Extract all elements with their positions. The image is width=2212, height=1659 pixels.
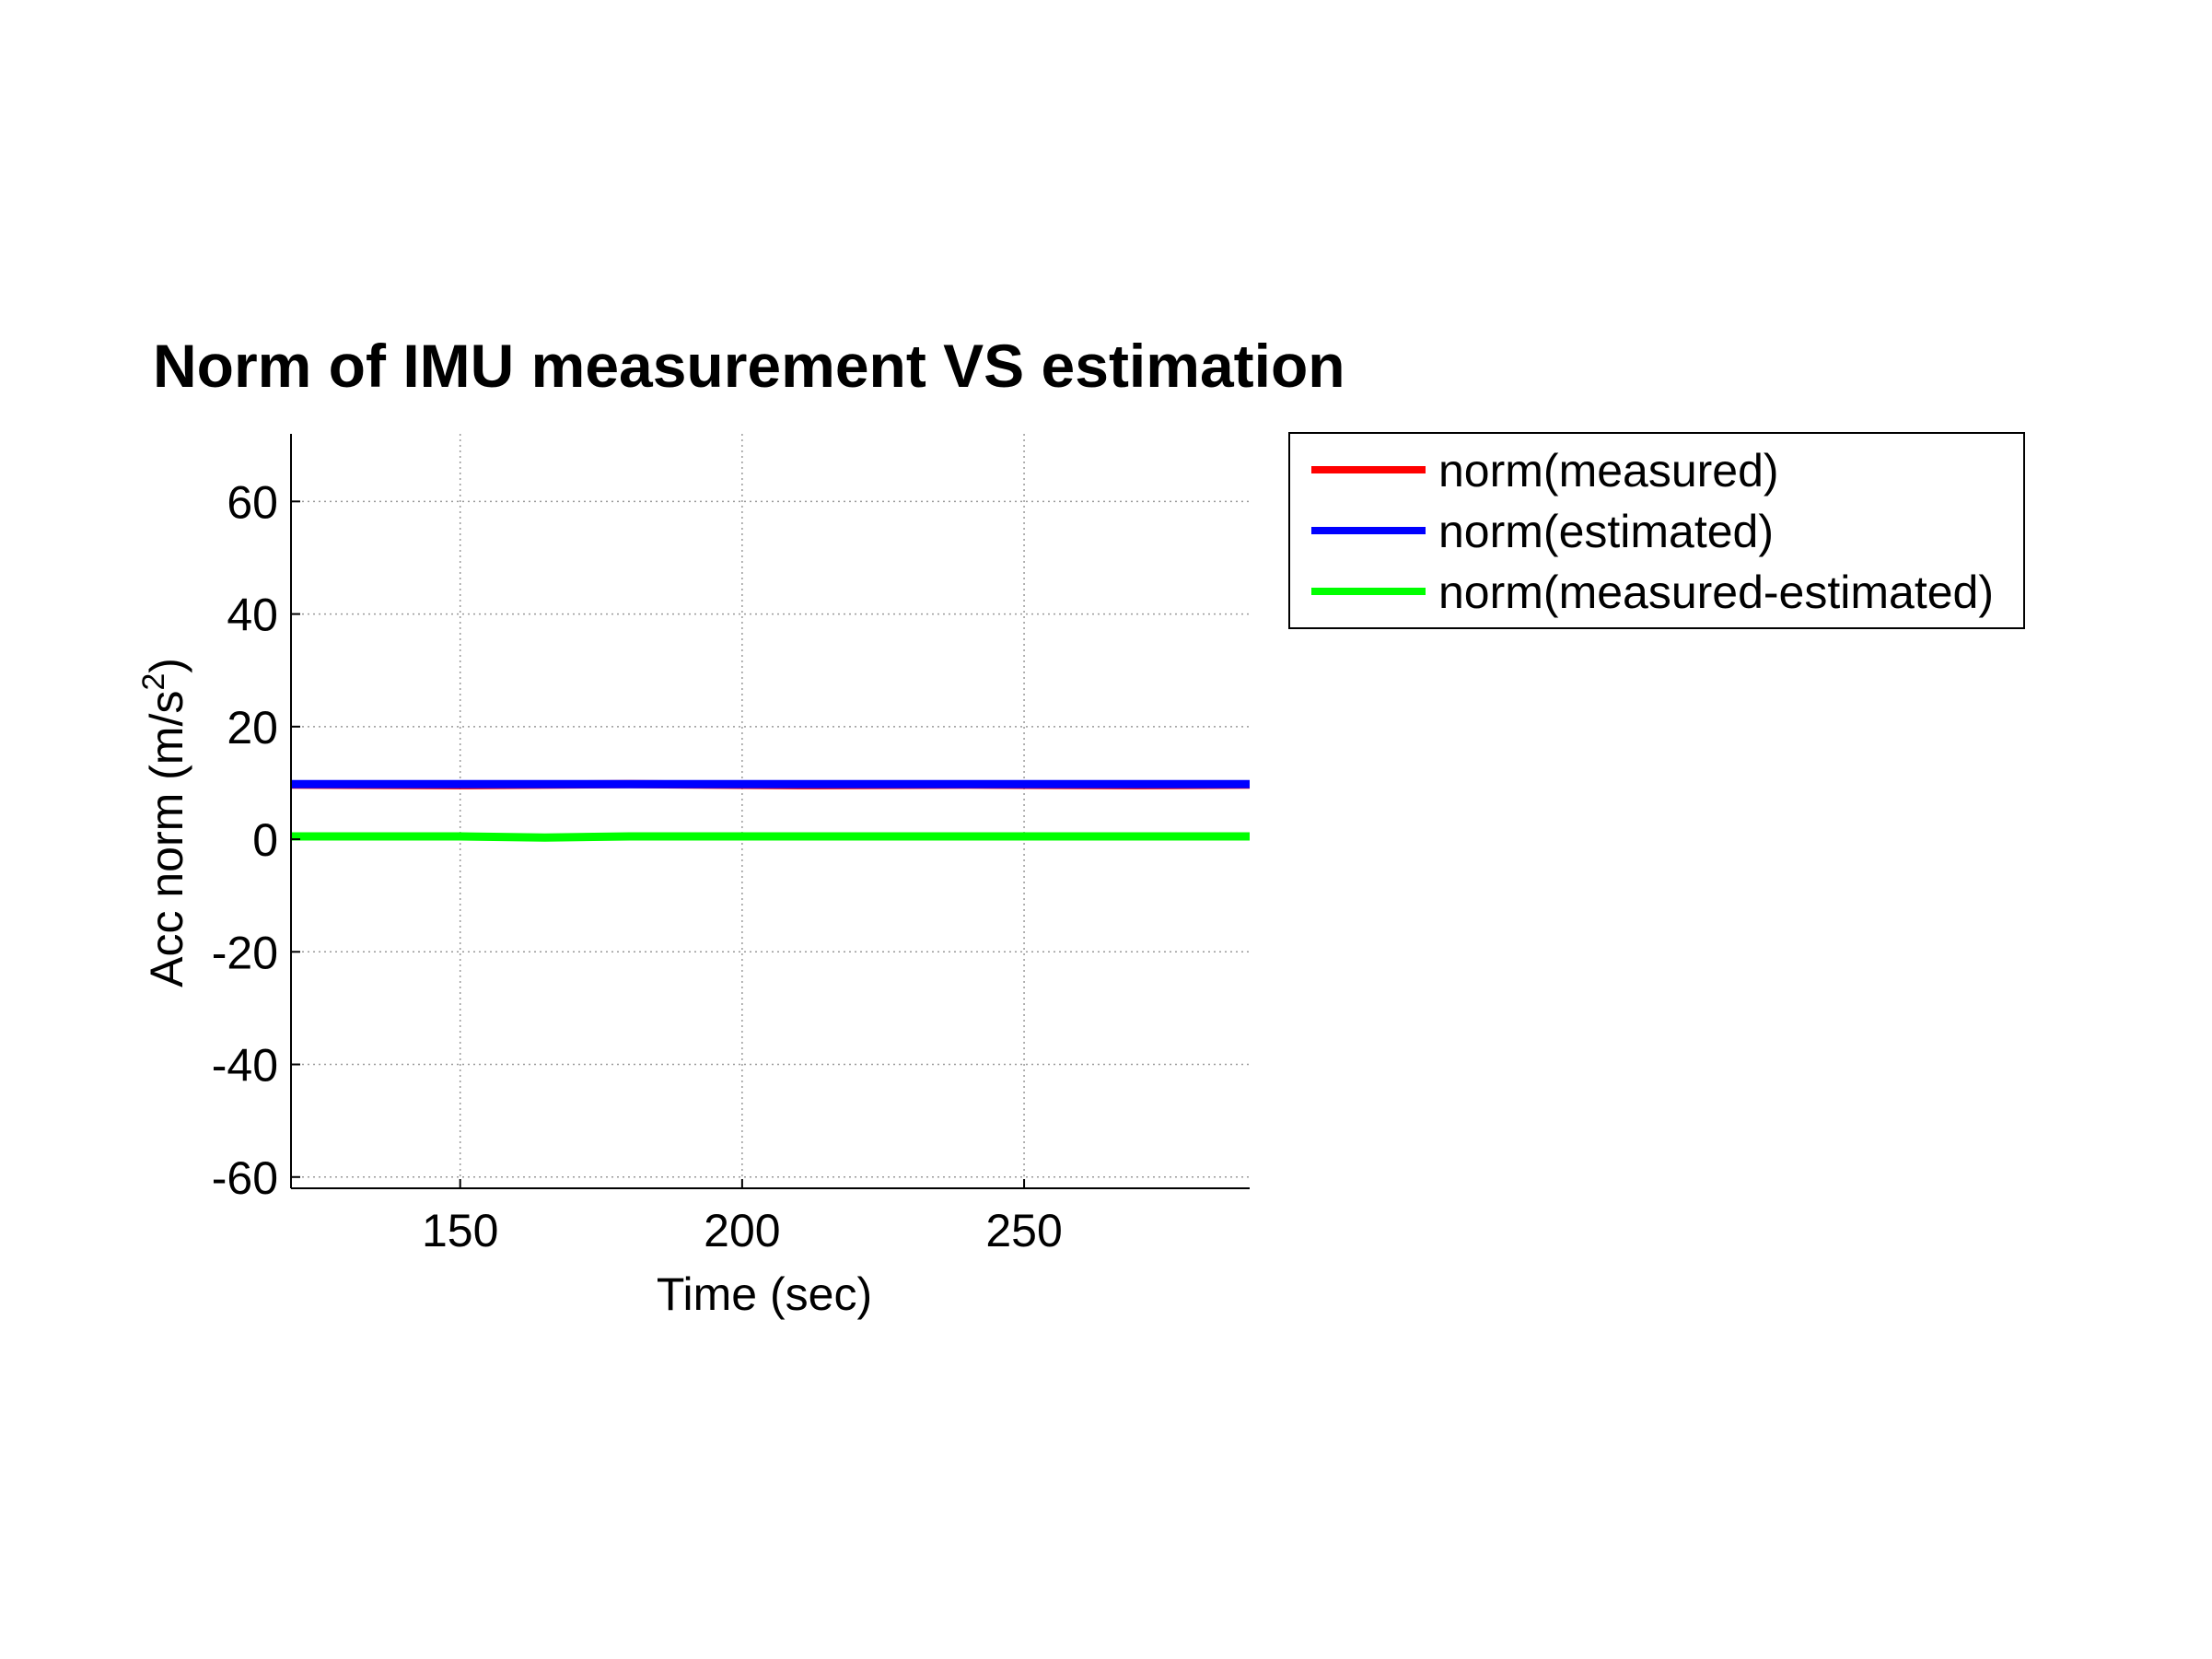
legend-label-3: norm(measured-estimated) bbox=[1438, 567, 1994, 618]
chart-title: Norm of IMU measurement VS estimation bbox=[153, 332, 1345, 400]
x-axis-label: Time (sec) bbox=[657, 1268, 872, 1320]
y-axis-label: Acc norm (m/s2) bbox=[136, 658, 192, 987]
legend-label-2: norm(estimated) bbox=[1438, 506, 1774, 557]
axes bbox=[290, 434, 1250, 1189]
x-tick-label: 150 bbox=[422, 1205, 498, 1256]
y-tick-label: -40 bbox=[212, 1040, 278, 1092]
series-layer bbox=[290, 779, 1251, 842]
y-tick-label: 0 bbox=[252, 814, 278, 866]
x-tick-label: 200 bbox=[704, 1205, 780, 1256]
legend: norm(measured) norm(estimated) norm(measur… bbox=[1288, 432, 2025, 629]
legend-label-1: norm(measured) bbox=[1438, 445, 1779, 497]
y-tick-label: 40 bbox=[227, 590, 278, 641]
grid bbox=[291, 434, 1250, 1188]
series-line-3 bbox=[291, 832, 1250, 842]
x-tick-label: 250 bbox=[985, 1205, 1062, 1256]
tick-labels: 150 200 250 -60 -40 -20 0 20 40 60 bbox=[212, 476, 1063, 1256]
y-axis-label-superscript: 2 bbox=[136, 673, 171, 691]
y-tick-label: 20 bbox=[227, 702, 278, 754]
y-axis-label-close: ) bbox=[141, 658, 192, 673]
y-axis-label-main: Acc norm (m/s bbox=[141, 691, 192, 987]
y-tick-label: 60 bbox=[227, 476, 278, 528]
plot-area: 150 200 250 -60 -40 -20 0 20 40 60 bbox=[212, 434, 1251, 1256]
y-tick-label: -20 bbox=[212, 927, 278, 978]
y-tick-label: -60 bbox=[212, 1152, 278, 1204]
